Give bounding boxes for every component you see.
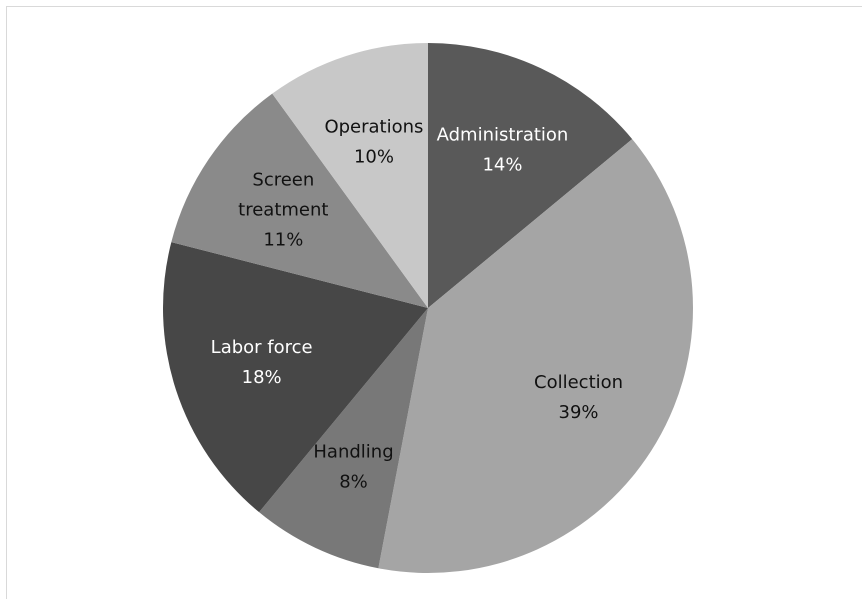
data-label-category: Operations <box>324 117 423 138</box>
data-label-category: Collection <box>534 372 623 393</box>
data-label-labor-force: Labor force 18% <box>211 337 313 388</box>
data-label-category: treatment <box>238 200 328 221</box>
data-label-screen-treatment: Screen treatment 11% <box>238 170 328 251</box>
pie-slice-operations <box>272 43 428 308</box>
data-label-collection: Collection 39% <box>534 372 623 423</box>
pie-slice-screen-treatment <box>171 93 429 308</box>
data-label-value: 8% <box>339 471 368 492</box>
data-label-category: Handling <box>313 441 393 462</box>
data-label-value: 11% <box>263 230 303 251</box>
pie-slice-handling <box>259 308 428 569</box>
data-label-value: 10% <box>354 147 394 168</box>
pie-slice-collection <box>378 139 693 573</box>
data-label-value: 39% <box>559 402 599 423</box>
pie-labels: Administration 14% Collection 39% Handling 8%… <box>211 117 623 493</box>
data-label-operations: Operations 10% <box>324 117 423 168</box>
data-label-handling: Handling 8% <box>313 441 393 492</box>
pie-slices <box>163 43 693 573</box>
data-label-value: 14% <box>482 155 522 176</box>
data-label-administration: Administration 14% <box>437 125 569 176</box>
pie-slice-labor-force <box>163 242 428 513</box>
pie-slice-administration <box>428 43 633 308</box>
data-label-category: Administration <box>437 125 569 146</box>
data-label-value: 18% <box>242 367 282 388</box>
data-label-category: Labor force <box>211 337 313 358</box>
data-label-category: Screen <box>252 170 314 191</box>
